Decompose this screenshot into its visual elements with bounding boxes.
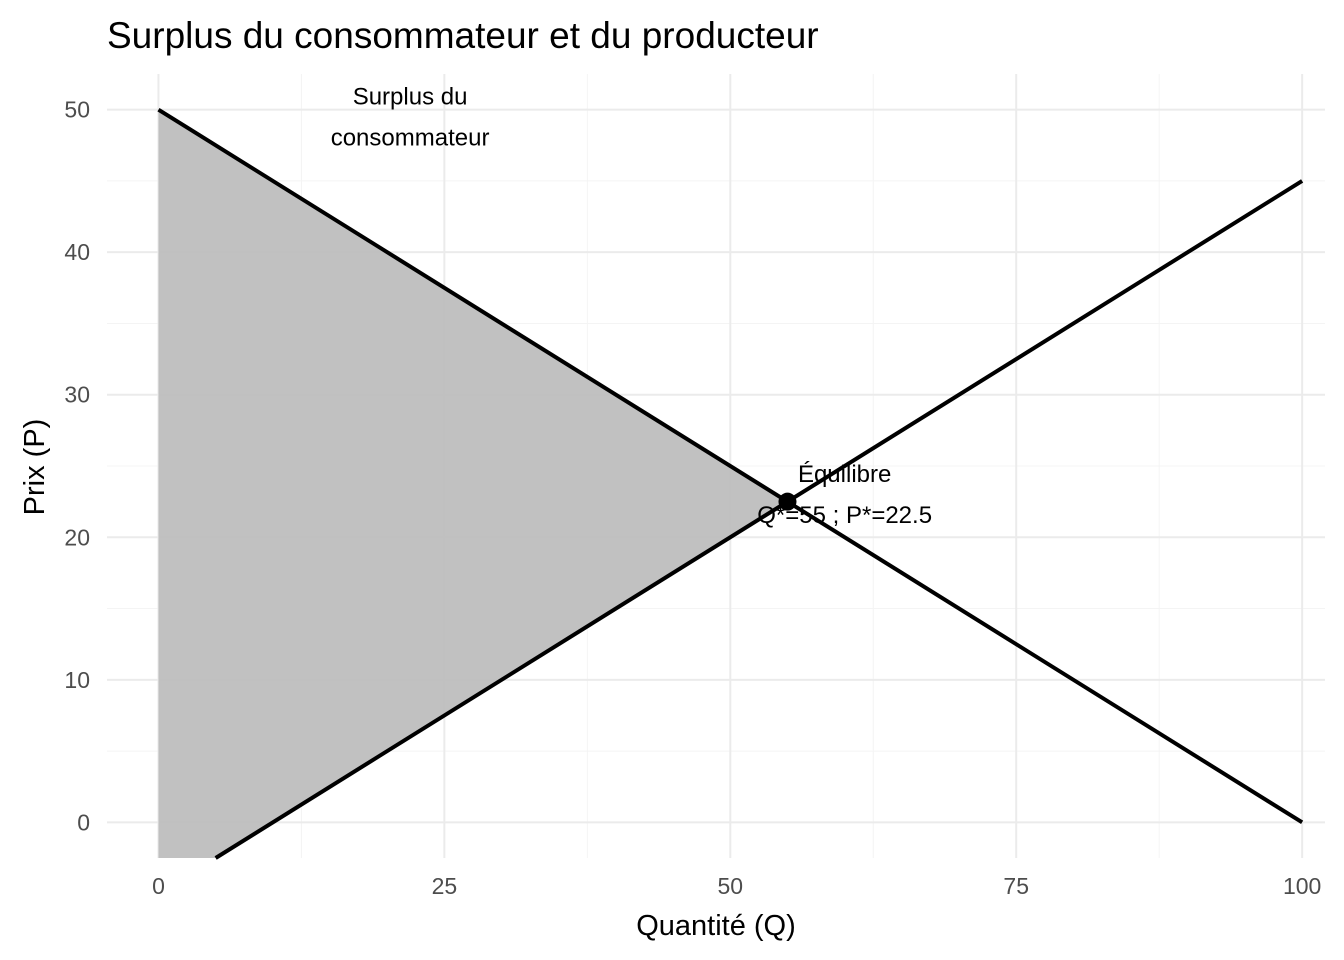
y-tick-label: 10 (64, 667, 90, 693)
points (778, 492, 797, 511)
surplus-areas (158, 109, 788, 859)
annotation-text: Q*=55 ; P*=22.5 (757, 502, 932, 529)
x-tick-label: 0 (152, 873, 165, 899)
x-tick-label: 100 (1283, 873, 1321, 899)
chart-title: Surplus du consommateur et du producteur (107, 15, 819, 56)
annotation-text: Équilibre (798, 461, 891, 488)
x-tick-label: 50 (717, 873, 743, 899)
x-axis-title: Quantité (Q) (636, 910, 796, 942)
y-tick-label: 50 (64, 97, 90, 123)
y-tick-label: 20 (64, 524, 90, 550)
surplus-area (158, 109, 788, 859)
annotation-text: consommateur (331, 124, 490, 151)
y-axis-title: Prix (P) (19, 419, 51, 516)
y-axis-ticks: 0 10 20 30 40 50 (64, 97, 90, 836)
y-tick-label: 0 (77, 809, 90, 835)
x-tick-label: 25 (432, 873, 458, 899)
y-tick-label: 40 (64, 239, 90, 265)
curves (157, 107, 1304, 860)
curve-line (214, 179, 1304, 860)
y-tick-label: 30 (64, 382, 90, 408)
annotations: Surplus du consommateur Équilibre Q*=55 ; P… (331, 83, 932, 529)
annotation-text: Surplus du (353, 83, 468, 110)
curve-line (157, 107, 1304, 825)
x-tick-label: 75 (1003, 873, 1029, 899)
equilibrium-point (778, 492, 797, 511)
x-axis-ticks: 0 25 50 75 100 (152, 873, 1321, 899)
